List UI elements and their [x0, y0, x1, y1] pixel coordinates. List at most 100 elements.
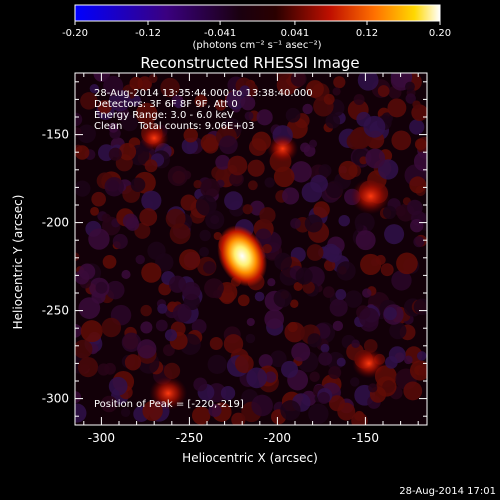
x-tick-label: -250 [176, 431, 203, 445]
texture-blob [158, 282, 172, 296]
texture-blob [246, 367, 268, 389]
texture-blob [141, 262, 162, 283]
texture-blob [135, 254, 145, 265]
texture-blob [375, 254, 386, 266]
y-axis-label: Heliocentric Y (arcsec) [11, 195, 25, 330]
texture-blob [332, 320, 344, 332]
colorbar-tick-label: -0.041 [204, 28, 236, 39]
x-tick-label: -200 [264, 431, 291, 445]
texture-blob [237, 294, 250, 307]
texture-blob [135, 102, 158, 125]
texture-blob [200, 178, 220, 199]
texture-blob [75, 112, 83, 127]
texture-blob [318, 351, 333, 366]
texture-blob [199, 229, 211, 242]
texture-blob [199, 246, 210, 257]
texture-blob [163, 362, 181, 380]
texture-blob [139, 208, 158, 226]
texture-blob [381, 264, 392, 275]
texture-blob [320, 343, 330, 353]
texture-blob [246, 317, 255, 327]
texture-blob [194, 94, 208, 108]
texture-blob [359, 307, 380, 328]
texture-blob [77, 357, 99, 378]
texture-blob [256, 109, 273, 126]
texture-blob [169, 223, 191, 245]
texture-blob [164, 329, 178, 342]
texture-blob [291, 342, 311, 362]
texture-blob [244, 111, 254, 121]
texture-blob [310, 174, 328, 193]
texture-blob [258, 354, 273, 369]
texture-blob [274, 252, 292, 271]
texture-blob [208, 403, 222, 418]
texture-blob [227, 155, 248, 176]
texture-blob [140, 304, 152, 317]
texture-blob [333, 76, 346, 89]
texture-blob [391, 270, 412, 291]
texture-blob [391, 130, 412, 151]
texture-blob [203, 261, 216, 274]
peak-position-label: Position of Peak = [-220,-219] [94, 399, 244, 410]
texture-blob [193, 377, 208, 392]
texture-blob [77, 124, 96, 144]
annotation-clean-counts: Clean Total counts: 9.06E+03 [94, 121, 254, 132]
texture-blob [307, 333, 322, 348]
texture-blob [275, 73, 290, 81]
texture-blob [412, 100, 421, 109]
y-tick-label: -250 [42, 304, 69, 318]
texture-blob [280, 400, 301, 421]
texture-blob [155, 319, 168, 332]
colorbar-tick-label: -0.12 [135, 28, 161, 39]
annotation-energy-range: Energy Range: 3.0 - 6.0 keV [94, 110, 234, 121]
texture-blob [108, 376, 128, 396]
secondary-source [352, 348, 386, 379]
texture-blob [204, 278, 224, 299]
texture-blob [97, 100, 112, 114]
texture-blob [413, 298, 427, 316]
texture-blob [75, 391, 82, 404]
texture-blob [75, 145, 90, 160]
texture-blob [91, 191, 106, 207]
texture-blob [245, 333, 256, 344]
texture-blob [118, 142, 137, 161]
x-tick-label: -300 [88, 431, 115, 445]
texture-blob [363, 115, 386, 138]
texture-blob [308, 139, 318, 148]
texture-blob [223, 284, 233, 294]
texture-blob [384, 224, 405, 245]
texture-blob [195, 194, 217, 216]
texture-blob [137, 339, 157, 359]
colorbar-tick-label: -0.20 [62, 28, 88, 39]
x-axis-label: Heliocentric X (arcsec) [182, 451, 318, 465]
texture-blob [174, 99, 184, 109]
texture-blob [338, 214, 350, 227]
texture-blob [308, 403, 329, 424]
texture-blob [259, 207, 276, 224]
texture-blob [300, 142, 311, 153]
texture-blob [157, 303, 168, 314]
texture-blob [108, 122, 119, 133]
texture-blob [90, 206, 99, 216]
texture-blob [385, 355, 398, 369]
texture-blob [122, 213, 139, 229]
texture-blob [78, 297, 101, 319]
texture-blob [383, 307, 397, 321]
texture-blob [318, 164, 332, 178]
colorbar-tick-label: 0.20 [429, 28, 451, 39]
texture-blob [287, 321, 298, 333]
texture-blob [95, 281, 108, 294]
texture-blob [80, 92, 98, 110]
texture-blob [167, 165, 188, 186]
texture-blob [355, 223, 364, 232]
texture-blob [180, 194, 197, 211]
texture-blob [290, 161, 312, 183]
texture-blob [368, 383, 378, 393]
texture-blob [304, 214, 323, 233]
texture-blob [183, 128, 198, 143]
texture-blob [130, 177, 146, 193]
texture-blob [144, 159, 158, 173]
texture-blob [382, 380, 395, 393]
texture-blob [410, 219, 424, 233]
